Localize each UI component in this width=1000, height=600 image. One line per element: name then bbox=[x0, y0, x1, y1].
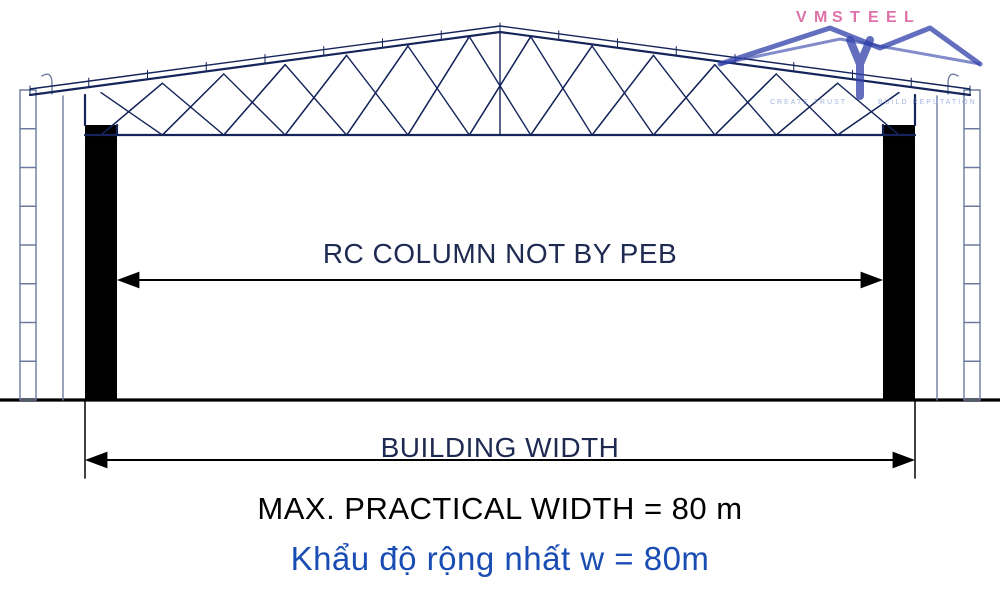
svg-text:L: L bbox=[904, 9, 914, 26]
svg-text:E: E bbox=[886, 9, 897, 26]
rc-column-label: RC COLUMN NOT BY PEB bbox=[0, 238, 1000, 270]
svg-text:T: T bbox=[850, 9, 860, 26]
building-width-label: BUILDING WIDTH bbox=[0, 432, 1000, 464]
vmsteel-logo: VMSTEELCREATE TRUSTBUILD REPUTATION bbox=[710, 4, 990, 124]
svg-text:BUILD REPUTATION: BUILD REPUTATION bbox=[878, 99, 977, 106]
vietnamese-caption: Khẩu độ rộng nhất w = 80m bbox=[0, 540, 1000, 578]
svg-text:CREATE TRUST: CREATE TRUST bbox=[770, 99, 847, 106]
svg-text:V: V bbox=[796, 9, 807, 26]
diagram-stage: RC COLUMN NOT BY PEB BUILDING WIDTH MAX.… bbox=[0, 0, 1000, 600]
svg-text:S: S bbox=[832, 9, 843, 26]
svg-text:M: M bbox=[814, 9, 827, 26]
max-width-label: MAX. PRACTICAL WIDTH = 80 m bbox=[0, 491, 1000, 527]
svg-text:E: E bbox=[868, 9, 879, 26]
